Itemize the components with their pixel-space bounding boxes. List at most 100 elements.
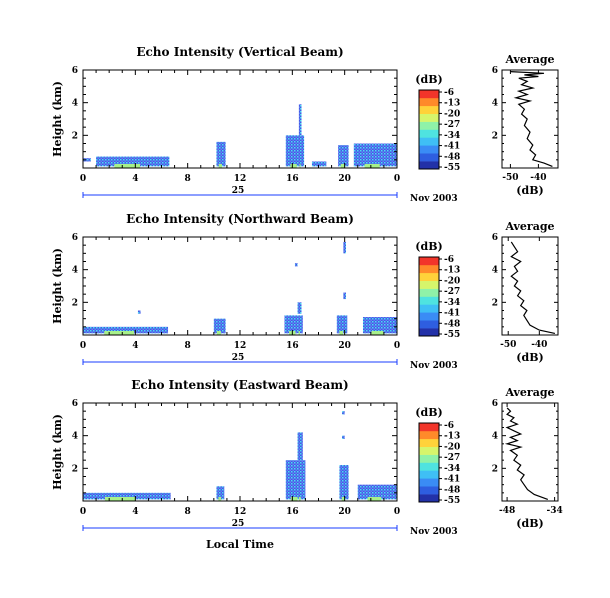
profile-y-tick-label: 4 [492, 432, 498, 442]
echo-patch [83, 492, 171, 500]
colorbar-tick-label: -13 [444, 266, 460, 276]
colorbar-tick-label: -27 [444, 287, 460, 297]
x-tick-label: 12 [234, 341, 247, 351]
echo-patch [343, 292, 346, 300]
colorbar-swatch [419, 438, 439, 447]
colorbar-tick-label: -34 [444, 298, 460, 308]
colorbar-tick-label: -20 [444, 442, 460, 452]
panel-title: Echo Intensity (Eastward Beam) [131, 378, 348, 392]
colorbar-swatch [419, 145, 439, 154]
echo-patch [137, 310, 141, 314]
echo-core [341, 497, 345, 501]
echo-core [298, 497, 301, 501]
y-tick-label: 2 [72, 298, 78, 308]
colorbar-tick-label: -48 [444, 485, 460, 495]
colorbar-swatch [419, 320, 439, 329]
echo-core [371, 331, 384, 335]
echo-core [340, 164, 345, 168]
colorbar-swatch [419, 312, 439, 321]
echo-patch [213, 318, 226, 334]
profile-y-tick-label: 4 [492, 266, 498, 276]
echo-core [364, 164, 380, 168]
y-tick-label: 6 [72, 399, 78, 409]
x-tick-label: 0 [80, 341, 86, 351]
y-tick-label: 2 [72, 464, 78, 474]
profile-y-tick-label: 6 [492, 399, 498, 409]
echo-patch [298, 104, 302, 136]
colorbar-tick-label: -6 [444, 255, 454, 265]
echo-patch [311, 161, 327, 167]
x-tick-label: 0 [394, 507, 400, 517]
colorbar-swatch [419, 288, 439, 297]
y-tick-label: 4 [72, 266, 78, 276]
profile-x-tick-label: -50 [500, 340, 516, 350]
echo-patch [353, 143, 397, 167]
y-tick-label: 4 [72, 99, 78, 109]
echo-patch [297, 432, 303, 461]
profile-y-tick-label: 6 [492, 233, 498, 243]
x-tick-label: 4 [132, 174, 138, 184]
echo-core [218, 164, 222, 168]
x-tick-label: 8 [185, 341, 191, 351]
echo-core [216, 331, 221, 335]
x-tick-label: 8 [185, 174, 191, 184]
panel-title: Echo Intensity (Vertical Beam) [136, 45, 343, 59]
profile-y-tick-label: 2 [492, 464, 498, 474]
profile-title: Average [504, 220, 554, 233]
echo-patch [336, 315, 348, 334]
echo-patch [216, 141, 226, 167]
plot-frame [82, 402, 398, 502]
colorbar-swatch [419, 328, 439, 337]
colorbar-swatch [419, 257, 439, 266]
colorbar-swatch [419, 462, 439, 471]
colorbar-tick-label: -41 [444, 309, 460, 319]
colorbar-tick-label: -13 [444, 99, 460, 109]
colorbar-swatch [419, 137, 439, 146]
colorbar-swatch [419, 494, 439, 503]
echo-patch [284, 315, 303, 334]
colorbar-frame [418, 422, 440, 503]
colorbar-tick-label: -41 [444, 142, 460, 152]
echo-core [290, 164, 297, 168]
colorbar-swatch [419, 446, 439, 455]
profile-frame [501, 402, 559, 502]
colorbar-swatch [419, 129, 439, 138]
month-label: Nov 2003 [410, 361, 458, 371]
panel-1: Echo Intensity (Northward Beam) Height (k… [51, 212, 559, 371]
echo-patch [96, 156, 170, 167]
local-time-label: Local Time [206, 538, 274, 551]
colorbar-frame [418, 89, 440, 170]
x-tick-label: 0 [394, 174, 400, 184]
colorbar-swatch [419, 153, 439, 162]
colorbar-tick-label: -20 [444, 276, 460, 286]
y-tick-label: 6 [72, 66, 78, 76]
colorbar-tick-label: -6 [444, 88, 454, 98]
colorbar-tick-label: -55 [444, 163, 460, 173]
panel-2: Echo Intensity (Eastward Beam) Height (km… [51, 378, 563, 537]
profile-title: Average [504, 53, 554, 66]
colorbar-swatch [419, 478, 439, 487]
x-tick-label: 16 [286, 507, 299, 517]
colorbar-swatch [419, 264, 439, 274]
echo-patch [338, 145, 349, 167]
colorbar-unit: (dB) [415, 406, 442, 419]
colorbar-swatch [419, 296, 439, 305]
colorbar-swatch [419, 105, 439, 114]
date-line-end [82, 192, 398, 198]
panel-title: Echo Intensity (Northward Beam) [126, 212, 354, 226]
colorbar-swatch [419, 454, 439, 463]
echo-patch [357, 484, 397, 500]
profile-y-tick-label: 4 [492, 99, 498, 109]
colorbar-tick-label: -34 [444, 131, 460, 141]
profile-frame [501, 69, 559, 169]
colorbar-swatch [419, 470, 439, 479]
echo-core [218, 497, 222, 501]
echo-core [114, 164, 141, 168]
colorbar-tick-label: -6 [444, 421, 454, 431]
echo-patch [285, 460, 306, 500]
x-tick-label: 16 [286, 174, 299, 184]
x-tick-label: 20 [338, 341, 351, 351]
echo-patch [342, 411, 345, 415]
echo-core [367, 497, 382, 501]
